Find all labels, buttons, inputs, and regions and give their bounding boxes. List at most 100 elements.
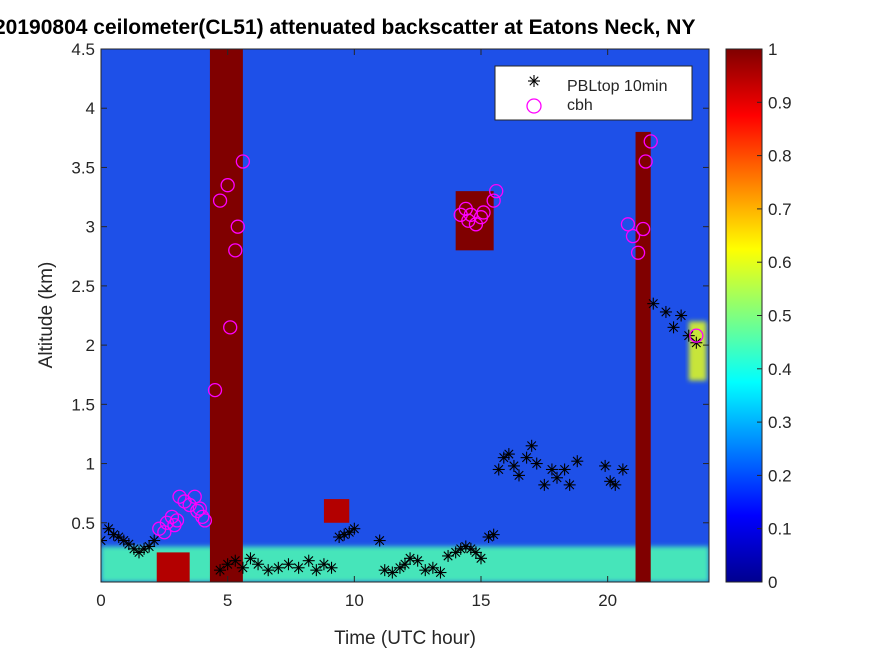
colorbar-tick-label: 0.3 (768, 413, 792, 432)
plot-frame (100, 48, 710, 583)
y-tick-label: 3.5 (71, 158, 95, 177)
pbl-point (386, 566, 399, 579)
pbl-point (558, 463, 571, 476)
pbl-point (214, 564, 227, 577)
legend: PBLtop 10min cbh (494, 65, 693, 121)
pbl-point (122, 538, 135, 551)
x-tick-label: 10 (345, 591, 364, 610)
pbl-point (343, 526, 356, 539)
pbl-point (667, 321, 680, 334)
pbl-point (525, 439, 538, 452)
pbl-series (101, 297, 703, 579)
pbl-point (244, 552, 257, 565)
cbh-point (197, 513, 213, 528)
cbh-point (489, 183, 504, 199)
pbl-point (487, 528, 500, 541)
cbh-point (638, 154, 653, 169)
pbl-point (492, 463, 505, 476)
pbl-point (404, 552, 417, 565)
cbh-point (157, 525, 172, 540)
pbl-point (229, 554, 242, 567)
legend-cbh-marker (526, 98, 542, 114)
pbl-point (292, 561, 305, 574)
cbh-point (625, 228, 641, 244)
pbl-point (133, 546, 145, 559)
pbl-point (459, 540, 472, 553)
cbh-point (220, 178, 235, 193)
pbl-point (647, 297, 660, 310)
y-tick-label: 0.5 (71, 514, 95, 533)
chart-title: 20190804 ceilometer(CL51) attenuated bac… (0, 16, 696, 39)
cbh-series (152, 134, 704, 540)
pbl-point (143, 540, 156, 553)
legend-asterisk (528, 75, 540, 87)
colorbar-tick-label: 1 (768, 40, 777, 59)
pbl-point (502, 448, 515, 461)
heatmap-feature (323, 499, 350, 523)
colorbar-tick-label: 0.6 (768, 253, 792, 272)
y-tick-label: 1 (86, 455, 95, 474)
pbl-point (148, 534, 161, 547)
pbl-point (513, 469, 525, 482)
pbl-point (599, 459, 612, 472)
colorbar: 0 0.1 0.2 0.3 0.4 0.5 0.6 0.7 0.8 0.9 1 (725, 40, 792, 592)
pbl-point (675, 309, 688, 322)
cbh-point (235, 154, 251, 169)
cbh-point (212, 193, 228, 208)
pbl-point (434, 566, 447, 579)
colorbar-tick-label: 0 (768, 573, 777, 592)
pbl-point (378, 564, 391, 577)
pbl-point (272, 561, 285, 574)
pbl-point (236, 561, 249, 574)
pbl-point (426, 561, 439, 574)
x-tick-label: 15 (472, 591, 491, 610)
pbl-point (411, 554, 424, 567)
cbh-point (169, 513, 185, 528)
cbh-point (630, 245, 646, 260)
cbh-point (172, 489, 187, 504)
x-axis-label: Time (UTC hour) (334, 628, 476, 649)
pbl-point (419, 564, 432, 577)
colorbar-tick-label: 0.1 (768, 520, 792, 539)
pbl-point (317, 558, 330, 571)
pbl-point (563, 478, 576, 491)
pbl-point (571, 455, 584, 468)
pbl-point (373, 534, 386, 547)
heatmap-feature (209, 49, 243, 582)
pbl-point (551, 471, 563, 484)
legend-box (494, 65, 693, 121)
pbl-point (325, 561, 338, 574)
colorbar-tick-label: 0.2 (768, 466, 792, 485)
cbh-point (195, 509, 210, 525)
legend-label-cbh: cbh (567, 97, 593, 114)
pbl-point (520, 451, 533, 464)
colorbar-tick-label: 0.9 (768, 93, 792, 112)
pbl-point (138, 542, 151, 555)
pbl-point (348, 522, 361, 535)
y-axis: 0.5 1 1.5 2 2.5 3 3.5 4 4.5 (71, 40, 709, 533)
heatmap-feature (688, 321, 707, 381)
cbh-point (192, 501, 207, 516)
pbl-point (338, 528, 351, 541)
cbh-point (635, 221, 651, 237)
colorbar-tick-label: 0.8 (768, 147, 792, 166)
pbl-point (507, 459, 520, 472)
pbl-point (682, 329, 695, 342)
pbl-point (262, 564, 275, 577)
heatmap-background (101, 49, 709, 582)
pbl-point (538, 478, 551, 491)
pbl-point (252, 558, 265, 571)
colorbar-gradient (725, 48, 763, 583)
plot-area (101, 49, 709, 582)
cbh-point (620, 217, 636, 232)
cbh-point (223, 320, 238, 335)
x-axis: 0 5 10 15 20 (96, 49, 617, 610)
pbl-point (302, 554, 315, 567)
pbl-point (609, 478, 622, 491)
cbh-point (486, 193, 501, 208)
cbh-point (689, 328, 704, 343)
pbl-point (659, 305, 672, 318)
pbl-point (102, 522, 115, 535)
pbl-point (545, 463, 558, 476)
